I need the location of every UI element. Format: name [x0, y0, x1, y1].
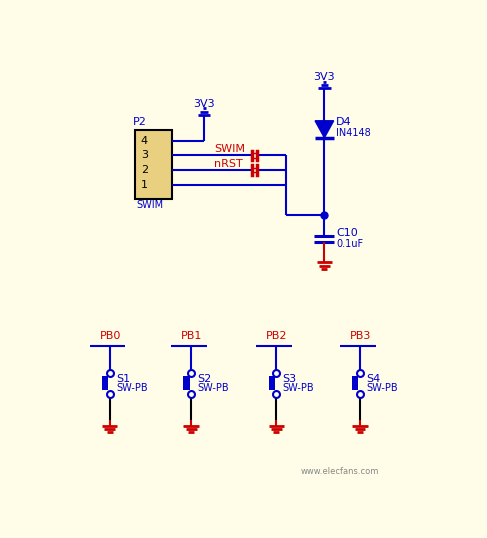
Text: S3: S3	[282, 374, 297, 384]
Text: nRST: nRST	[214, 159, 243, 169]
Text: S4: S4	[366, 374, 380, 384]
Text: SW-PB: SW-PB	[197, 383, 229, 393]
Text: www.elecfans.com: www.elecfans.com	[301, 466, 379, 476]
Text: SW-PB: SW-PB	[282, 383, 314, 393]
Text: SWIM: SWIM	[136, 201, 163, 210]
Text: SW-PB: SW-PB	[116, 383, 148, 393]
Text: C10: C10	[337, 228, 358, 238]
Bar	[183, 376, 189, 390]
Text: D4: D4	[336, 117, 352, 128]
Text: IN4148: IN4148	[336, 128, 371, 138]
Polygon shape	[315, 121, 334, 138]
Text: 2: 2	[141, 165, 148, 175]
Text: 1: 1	[141, 180, 148, 190]
Text: SWIM: SWIM	[214, 144, 245, 154]
Text: SW-PB: SW-PB	[366, 383, 398, 393]
Text: 0.1uF: 0.1uF	[337, 239, 364, 249]
Text: 3: 3	[141, 151, 148, 160]
Bar	[268, 376, 275, 390]
Bar	[102, 376, 108, 390]
Text: PB1: PB1	[181, 331, 203, 342]
Text: P2: P2	[133, 117, 147, 128]
Bar	[134, 130, 172, 199]
Text: 3V3: 3V3	[193, 99, 215, 109]
Bar	[352, 376, 358, 390]
Text: PB3: PB3	[350, 331, 371, 342]
Text: S2: S2	[197, 374, 211, 384]
Text: PB0: PB0	[100, 331, 121, 342]
Text: 4: 4	[141, 136, 148, 146]
Text: S1: S1	[116, 374, 130, 384]
Text: PB2: PB2	[266, 331, 288, 342]
Text: 3V3: 3V3	[314, 72, 335, 82]
